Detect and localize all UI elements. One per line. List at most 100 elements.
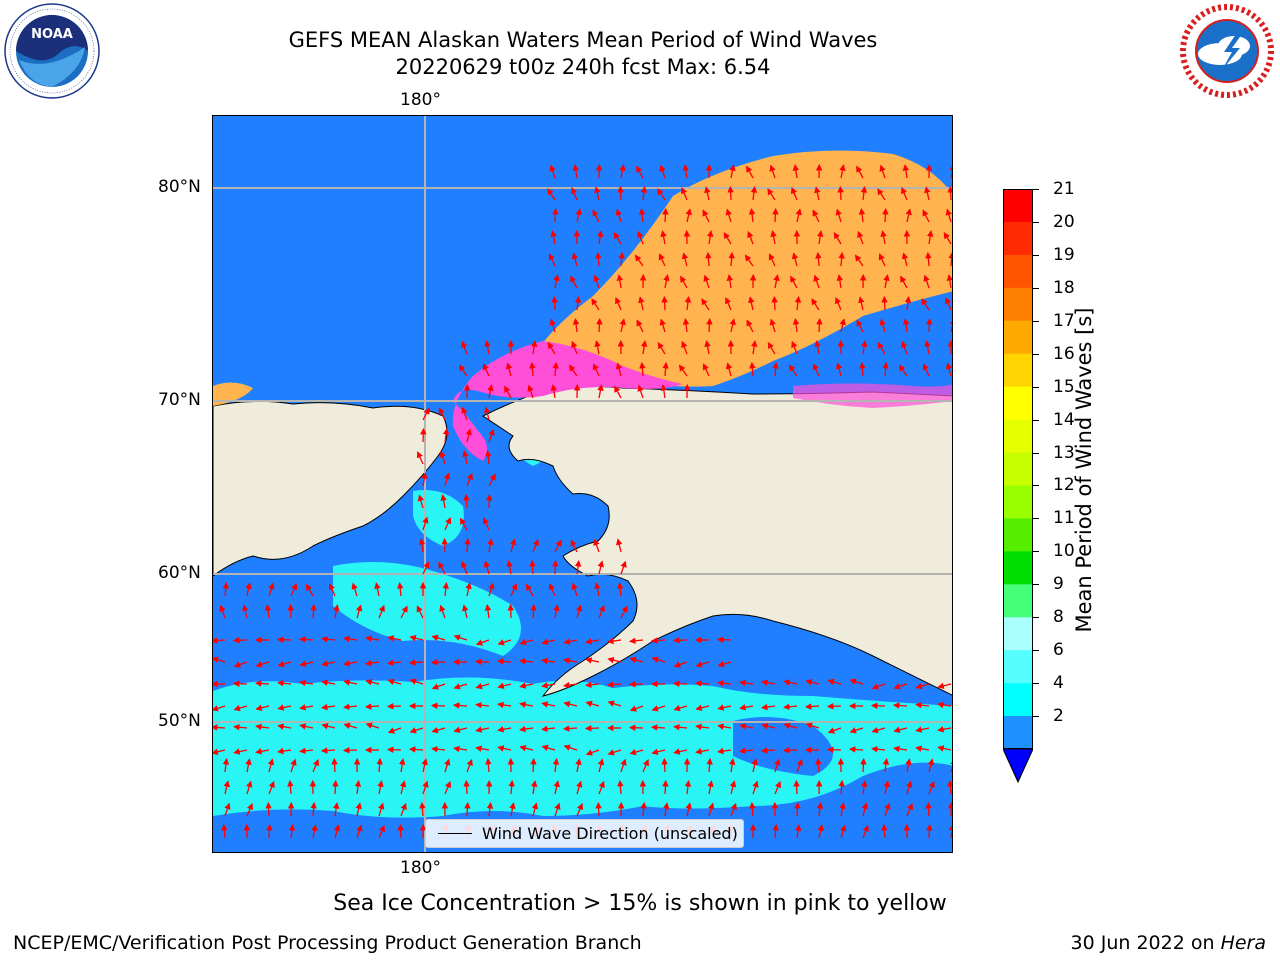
wind-wave-arrow	[629, 705, 644, 712]
wind-wave-arrow	[657, 341, 666, 355]
wind-wave-arrow	[444, 517, 452, 531]
wind-wave-arrow	[387, 659, 402, 667]
wind-wave-arrow	[233, 723, 248, 731]
wind-wave-arrow	[213, 705, 226, 712]
colorbar-tick-label: 11	[1053, 508, 1075, 529]
wind-wave-arrow	[739, 747, 754, 755]
wind-wave-arrow	[548, 253, 556, 267]
colorbar-bin	[1003, 221, 1033, 256]
wind-wave-arrow	[628, 681, 644, 688]
wind-wave-arrow	[835, 362, 843, 377]
wind-wave-arrow	[750, 340, 758, 355]
wind-wave-arrow	[552, 361, 559, 377]
wind-wave-arrow	[761, 679, 776, 686]
wind-wave-arrow	[879, 164, 886, 179]
wind-wave-arrow	[708, 802, 715, 817]
wind-wave-arrow	[365, 635, 380, 642]
wind-wave-arrow	[925, 251, 932, 267]
wind-wave-arrow	[223, 780, 230, 795]
wind-wave-arrow	[310, 801, 317, 817]
wind-wave-arrow	[527, 384, 534, 399]
wind-wave-arrow	[321, 723, 336, 730]
colorbar-tick	[1033, 386, 1039, 388]
wind-wave-arrow	[504, 385, 512, 399]
colorbar-tick	[1033, 419, 1039, 421]
wind-wave-arrow	[497, 639, 512, 646]
wind-wave-arrow	[769, 318, 776, 333]
wind-wave-arrow	[860, 186, 868, 201]
wind-wave-arrow	[729, 780, 737, 795]
wind-wave-arrow	[761, 703, 776, 711]
wind-wave-arrow	[508, 779, 515, 795]
wind-wave-arrow	[310, 603, 317, 619]
wind-wave-arrow	[901, 252, 909, 267]
wind-wave-arrow	[706, 230, 714, 245]
colorbar-tick-label: 4	[1053, 673, 1064, 694]
wind-wave-arrow	[637, 230, 644, 245]
wind-wave-arrow	[706, 317, 713, 333]
wind-wave-arrow	[422, 561, 430, 575]
wind-wave-arrow	[650, 724, 666, 731]
wind-wave-arrow	[575, 758, 582, 773]
map-panel	[212, 115, 953, 853]
colorbar-extend-triangle	[1002, 748, 1034, 784]
wind-wave-arrow	[793, 779, 800, 795]
wind-wave-arrow	[651, 748, 666, 755]
wind-wave-arrow	[770, 230, 777, 245]
wind-wave-arrow	[726, 274, 734, 289]
wind-wave-arrow	[541, 657, 556, 665]
wind-wave-arrow	[596, 230, 604, 245]
wind-wave-arrow	[682, 318, 690, 333]
wind-wave-arrow	[898, 364, 908, 377]
wind-wave-arrow	[749, 361, 756, 377]
wind-wave-arrow	[497, 726, 512, 733]
wind-wave-arrow	[882, 758, 890, 773]
wind-wave-arrow	[585, 657, 600, 664]
wind-wave-arrow	[684, 780, 692, 795]
wind-wave-arrow	[861, 802, 869, 817]
wind-wave-arrow	[716, 636, 732, 643]
colorbar-tick-label: 9	[1053, 574, 1064, 595]
wind-wave-arrow	[562, 725, 578, 732]
wind-wave-arrow	[290, 758, 297, 773]
wind-wave-arrow	[461, 560, 468, 575]
wind-wave-arrow	[443, 472, 451, 487]
wind-wave-arrow	[739, 723, 754, 730]
colorbar-tick-label: 13	[1053, 442, 1075, 463]
ocean-cyan-patch-4	[733, 717, 833, 776]
wind-wave-arrow	[321, 679, 336, 686]
wind-wave-arrow	[607, 637, 622, 645]
wind-wave-arrow	[594, 582, 601, 597]
wind-wave-arrow	[904, 296, 912, 311]
wind-wave-arrow	[725, 208, 732, 223]
wind-wave-arrow	[856, 319, 864, 333]
wind-wave-arrow	[893, 726, 908, 733]
wind-wave-arrow	[948, 824, 952, 839]
wind-wave-arrow	[937, 701, 952, 709]
wind-wave-arrow	[814, 340, 821, 355]
svg-text:NOAA: NOAA	[31, 27, 73, 42]
wind-wave-arrow	[219, 604, 226, 619]
noaa-logo: NOAA	[3, 2, 101, 100]
colorbar-tick	[1033, 254, 1039, 256]
wind-wave-arrow	[332, 779, 339, 795]
wind-wave-arrow	[937, 726, 952, 733]
colorbar-tick-label: 14	[1053, 409, 1075, 430]
wind-wave-arrow	[926, 823, 933, 839]
wind-wave-arrow	[905, 758, 912, 773]
wind-wave-arrow	[950, 758, 952, 773]
wind-wave-arrow	[792, 164, 800, 179]
colorbar-bin	[1003, 650, 1033, 684]
wind-wave-arrow	[629, 656, 644, 664]
wind-wave-arrow	[277, 660, 292, 668]
wind-wave-arrow	[662, 802, 670, 817]
wind-wave-arrow	[386, 746, 402, 753]
wind-wave-arrow	[857, 230, 864, 245]
lat-label-50: 50°N	[158, 711, 201, 731]
colorbar-tick	[1033, 518, 1039, 520]
wind-wave-arrow	[729, 164, 736, 179]
wind-wave-arrow	[396, 582, 404, 597]
wind-wave-arrow	[791, 252, 799, 267]
wind-wave-arrow	[816, 230, 824, 245]
colorbar-tick	[1033, 683, 1039, 685]
